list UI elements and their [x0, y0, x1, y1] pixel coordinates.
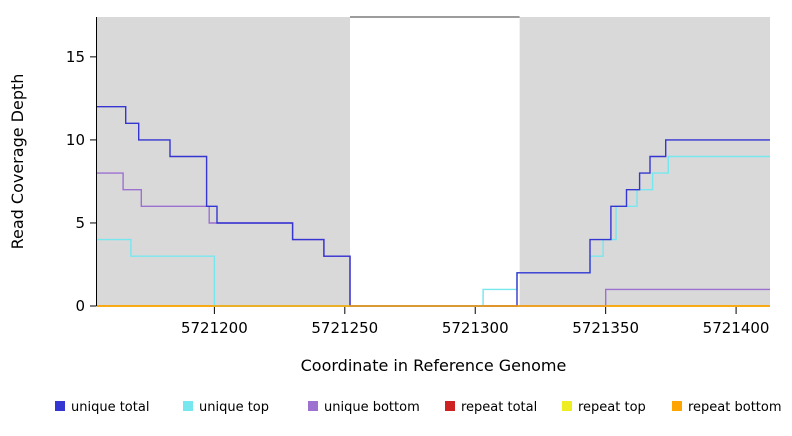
x-tick-label: 5721200 — [181, 319, 248, 337]
gap-region — [350, 17, 520, 306]
x-axis-title: Coordinate in Reference Genome — [301, 356, 567, 375]
x-tick-label: 5721400 — [703, 319, 770, 337]
legend-swatch-repeat-bottom — [672, 401, 682, 411]
y-tick-label: 5 — [75, 214, 85, 232]
series-unique-total — [97, 106, 770, 307]
y-tick-label: 10 — [66, 131, 85, 149]
shaded-region-0 — [97, 17, 351, 306]
legend-label-unique-bottom: unique bottom — [324, 400, 420, 415]
legend-swatch-unique-total — [55, 401, 65, 411]
y-tick-label: 15 — [66, 48, 85, 66]
y-axis-title: Read Coverage Depth — [8, 74, 27, 250]
legend-label-repeat-bottom: repeat bottom — [688, 400, 782, 415]
legend-swatch-repeat-total — [445, 401, 455, 411]
legend-label-unique-total: unique total — [71, 400, 149, 415]
legend-swatch-repeat-top — [562, 401, 572, 411]
x-tick-label: 5721300 — [442, 319, 509, 337]
legend-swatch-unique-bottom — [308, 401, 318, 411]
x-tick-label: 5721350 — [572, 319, 639, 337]
legend-label-repeat-total: repeat total — [461, 400, 537, 415]
x-tick-label: 5721250 — [311, 319, 378, 337]
series-unique-top — [97, 155, 770, 307]
legend-swatch-unique-top — [183, 401, 193, 411]
shaded-region-1 — [519, 17, 770, 306]
y-tick-label: 0 — [75, 297, 85, 315]
legend-label-repeat-top: repeat top — [578, 400, 646, 415]
legend-label-unique-top: unique top — [199, 400, 269, 415]
